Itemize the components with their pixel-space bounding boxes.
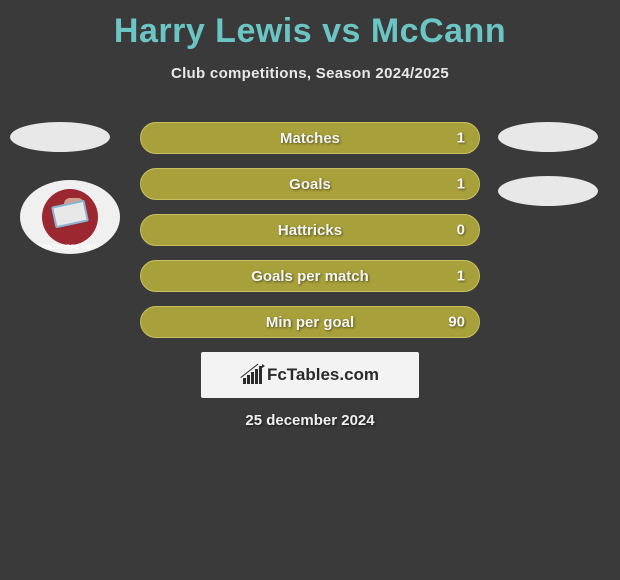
brand-chart-icon bbox=[241, 366, 263, 384]
stat-row-min-per-goal: Min per goal 90 bbox=[140, 306, 480, 338]
stat-row-matches: Matches 1 bbox=[140, 122, 480, 154]
stat-value: 1 bbox=[457, 176, 465, 193]
footer-date: 25 december 2024 bbox=[0, 412, 620, 429]
brand-text: FcTables.com bbox=[267, 365, 379, 385]
stat-value: 1 bbox=[457, 130, 465, 147]
stat-label: Min per goal bbox=[266, 314, 354, 331]
player-right-club-placeholder bbox=[498, 176, 598, 206]
page-title: Harry Lewis vs McCann bbox=[0, 0, 620, 51]
badge-text: SCUNTHORPE UNITED bbox=[20, 245, 120, 251]
brand-box[interactable]: FcTables.com bbox=[201, 352, 419, 398]
stats-container: Matches 1 Goals 1 Hattricks 0 Goals per … bbox=[140, 122, 480, 352]
stat-value: 90 bbox=[448, 314, 465, 331]
stat-row-hattricks: Hattricks 0 bbox=[140, 214, 480, 246]
stat-label: Goals bbox=[289, 176, 331, 193]
stat-value: 0 bbox=[457, 222, 465, 239]
subtitle: Club competitions, Season 2024/2025 bbox=[0, 65, 620, 82]
stat-value: 1 bbox=[457, 268, 465, 285]
player-left-club-badge: SCUNTHORPE UNITED bbox=[20, 180, 120, 254]
stat-row-goals: Goals 1 bbox=[140, 168, 480, 200]
player-right-avatar bbox=[498, 122, 598, 152]
stat-label: Hattricks bbox=[278, 222, 342, 239]
stat-label: Goals per match bbox=[251, 268, 369, 285]
stat-label: Matches bbox=[280, 130, 340, 147]
stat-row-goals-per-match: Goals per match 1 bbox=[140, 260, 480, 292]
player-left-avatar bbox=[10, 122, 110, 152]
